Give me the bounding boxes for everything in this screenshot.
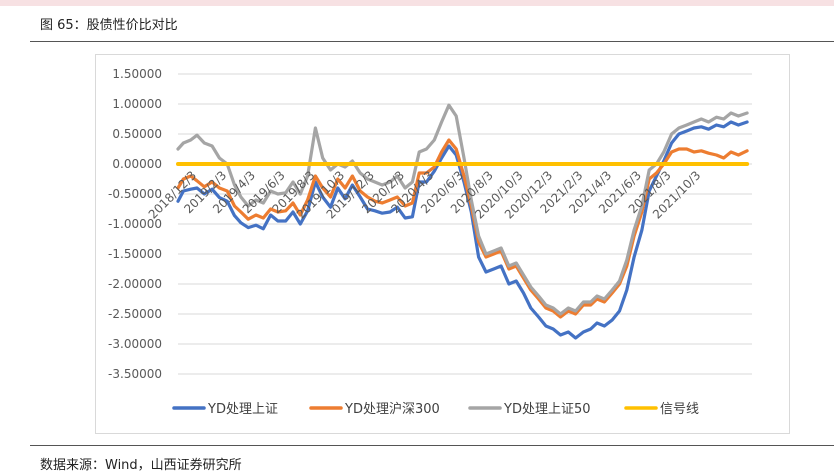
y-tick-label: -0.50000 [108, 187, 162, 201]
y-tick-label: -3.50000 [108, 367, 162, 381]
y-tick-label: -3.00000 [108, 337, 162, 351]
figure-title: 图 65：股债性价比对比 [40, 18, 178, 33]
y-tick-label: 0.00000 [112, 157, 162, 171]
series-line-0 [176, 120, 749, 340]
y-tick-label: -2.00000 [108, 277, 162, 291]
top-divider [30, 41, 834, 42]
y-tick-label: 0.50000 [112, 127, 162, 141]
legend-label: 信号线 [660, 402, 699, 417]
source-note: 数据来源：Wind，山西证券研究所 [40, 458, 242, 473]
y-tick-label: -1.50000 [108, 247, 162, 261]
top-accent-band [0, 0, 834, 6]
legend-label: YD处理上证 [207, 402, 278, 417]
y-tick-label: 1.50000 [112, 67, 162, 81]
y-tick-label: -1.00000 [108, 217, 162, 231]
legend-label: YD处理沪深300 [344, 401, 440, 417]
legend-label: YD处理上证50 [503, 402, 591, 417]
series-line-2 [176, 103, 749, 316]
y-tick-label: -2.50000 [108, 307, 162, 321]
bottom-divider [30, 445, 834, 446]
y-tick-label: 1.00000 [112, 97, 162, 111]
